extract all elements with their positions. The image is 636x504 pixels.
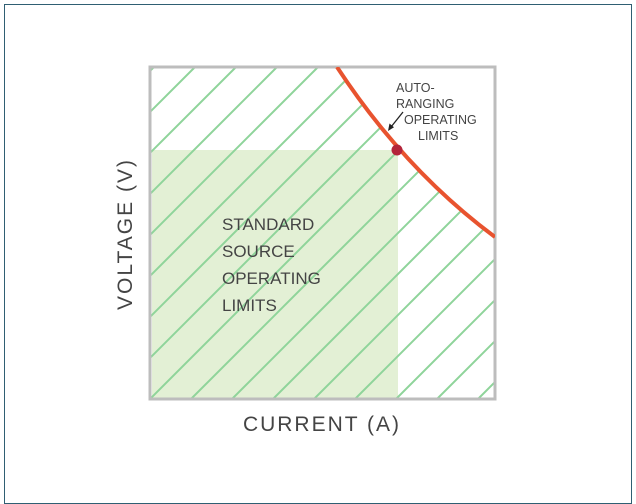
hatch-line bbox=[477, 67, 495, 399]
hatch-line bbox=[231, 67, 495, 399]
y-axis-label: VOLTAGE (V) bbox=[114, 158, 137, 310]
hatch-line bbox=[519, 67, 636, 399]
hatch-line bbox=[150, 67, 237, 399]
hatch-line bbox=[354, 67, 495, 399]
standard-region-label: STANDARD SOURCE OPERATING LIMITS bbox=[222, 215, 326, 315]
curve-label-line: OPERATING bbox=[404, 113, 477, 127]
hatch-line bbox=[272, 67, 495, 399]
auto-ranging-label: AUTO- RANGING OPERATING LIMITS bbox=[396, 81, 480, 143]
auto-ranging-hatch-area bbox=[150, 67, 636, 399]
curve-label-line: RANGING bbox=[396, 97, 454, 111]
region-label-line: STANDARD bbox=[222, 215, 314, 234]
hatch-line bbox=[150, 67, 319, 399]
hatch-line bbox=[150, 67, 278, 399]
curve-label-line: LIMITS bbox=[418, 129, 458, 143]
hatch-line bbox=[395, 67, 495, 399]
hatch-line bbox=[150, 67, 401, 399]
curve-label-arrow bbox=[390, 111, 404, 128]
plot-axes-frame bbox=[148, 65, 497, 401]
x-axis-label: CURRENT (A) bbox=[243, 413, 401, 436]
hatch-line bbox=[436, 67, 495, 399]
hatch-line bbox=[560, 67, 636, 399]
hatch-line bbox=[601, 67, 636, 399]
curve-label-line: AUTO- bbox=[396, 81, 435, 95]
region-label-line: LIMITS bbox=[222, 296, 277, 315]
hatch-line bbox=[313, 67, 495, 399]
region-label-line: OPERATING bbox=[222, 269, 321, 288]
auto-ranging-limit-curve bbox=[335, 67, 495, 239]
region-label-line: SOURCE bbox=[222, 242, 295, 261]
operating-point-marker bbox=[391, 144, 403, 156]
hatch-line bbox=[150, 67, 360, 399]
operating-limits-diagram: STANDARD SOURCE OPERATING LIMITS AUTO- R… bbox=[114, 65, 636, 436]
curve-label-arrowhead bbox=[388, 123, 394, 131]
